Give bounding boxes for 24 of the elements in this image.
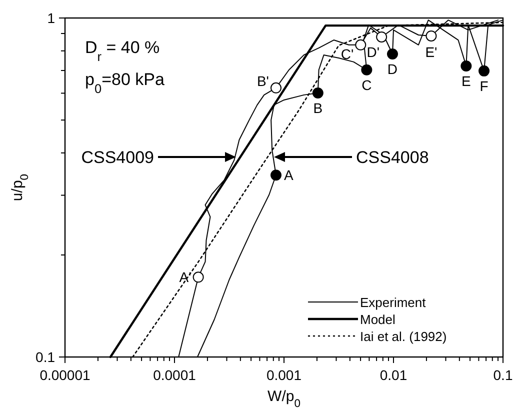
annotation: p$_{0}$=80 kPa [85, 70, 165, 96]
x-tick-label: 0.00001 [40, 367, 91, 383]
annotation: D$_{r}$ = 40 % [85, 38, 160, 64]
annotation: CSS4008 [356, 148, 429, 167]
annotation: CSS4009 [81, 148, 154, 167]
annotation: E [462, 72, 471, 89]
legend-label: Experiment [360, 295, 426, 310]
x-tick-label: 0.01 [380, 367, 408, 383]
legend-label: Model [360, 312, 396, 327]
x-tick-label: 0.001 [266, 367, 302, 383]
x-tick-label: 0.0001 [153, 367, 196, 383]
x-tick-label: 0.1 [493, 367, 513, 383]
annotation: E' [425, 44, 438, 60]
annotation: C [362, 76, 372, 93]
annotation: F [480, 78, 488, 94]
y-tick-label: 1 [47, 10, 56, 26]
annotation: C' [340, 46, 354, 62]
annotation: D' [366, 44, 380, 60]
annotation: B' [256, 72, 269, 89]
x-axis-title: W/p$_{0}$ [268, 388, 300, 410]
annotation: D [387, 61, 398, 78]
legend-label: Iai et al. (1992) [360, 329, 447, 344]
annotation: B [313, 100, 323, 116]
annotation: A [284, 167, 294, 184]
